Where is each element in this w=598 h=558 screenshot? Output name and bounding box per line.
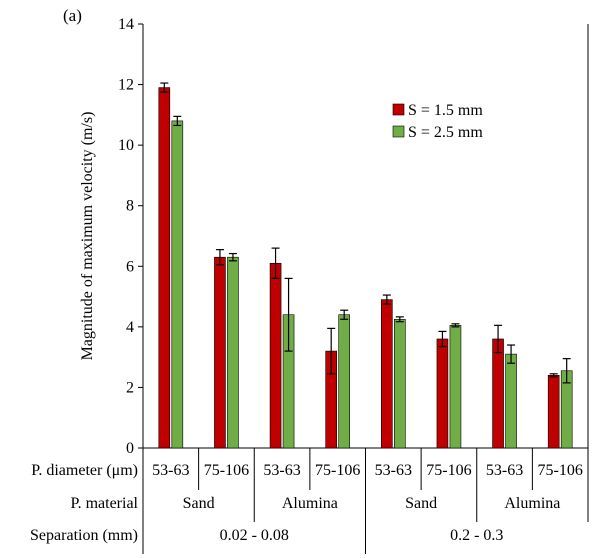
row-label-material: P. material: [70, 495, 138, 512]
error-bar: [562, 358, 571, 384]
x-tick-label: 53-63: [375, 462, 412, 479]
x-tick-label: 53-63: [152, 462, 189, 479]
bar-s1: [436, 338, 449, 449]
error-bar: [395, 316, 404, 323]
y-tick-label: 4: [126, 319, 134, 336]
error-bar: [284, 277, 293, 352]
bar-s2: [394, 318, 406, 449]
x-tick-label: 75-106: [426, 462, 471, 479]
error-bar: [327, 327, 336, 375]
x-tick-label: 75-106: [538, 462, 583, 479]
legend-label: S = 1.5 mm: [408, 102, 483, 119]
error-bar: [451, 323, 460, 328]
y-tick-label: 14: [118, 16, 134, 33]
y-tick-label: 8: [126, 198, 134, 215]
error-bar: [173, 115, 182, 127]
error-bar: [160, 82, 169, 93]
y-tick-label: 2: [126, 379, 134, 396]
legend: S = 1.5 mm S = 2.5 mm: [392, 102, 483, 141]
row-label-diameter: P. diameter (μm): [31, 462, 138, 479]
error-bar: [438, 330, 447, 348]
y-axis-label: Magnitude of maximum velocity (m/s): [79, 112, 96, 361]
y-tick-label: 6: [126, 258, 134, 275]
error-bar: [340, 309, 349, 320]
material-label: Sand: [405, 495, 437, 512]
material-label: Alumina: [282, 495, 338, 512]
x-tick-label: 53-63: [263, 462, 300, 479]
x-tick-label: 75-106: [315, 462, 360, 479]
category-table: P. diameter (μm) P. material Separation (m…: [30, 448, 589, 554]
y-tick-label: 0: [126, 440, 134, 457]
bar-s2: [171, 120, 184, 449]
legend-swatch: [392, 103, 405, 116]
material-label: Alumina: [504, 495, 560, 512]
y-tick-label: 10: [118, 137, 134, 154]
legend-swatch: [392, 125, 405, 138]
bar-s1: [214, 256, 226, 449]
plot-area: 0 2 4 6 8 10 12 14: [118, 16, 589, 457]
bar-s2: [338, 314, 350, 449]
bar-s1: [269, 262, 282, 449]
bar-s1: [381, 299, 393, 449]
bar-s2: [449, 325, 462, 449]
bar-s1: [492, 338, 504, 449]
panel-label: (a): [63, 6, 82, 25]
bar-s2: [505, 353, 517, 449]
bar-s1: [547, 375, 560, 449]
separation-label: 0.02 - 0.08: [220, 527, 289, 544]
error-bar: [382, 294, 391, 305]
row-label-separation: Separation (mm): [30, 527, 138, 544]
bar-s2: [227, 256, 239, 449]
x-tick-label: 53-63: [486, 462, 523, 479]
error-bar: [494, 324, 503, 354]
separation-label: 0.2 - 0.3: [450, 527, 503, 544]
y-tick-label: 12: [118, 77, 134, 94]
bar-s1: [158, 87, 171, 449]
error-bar: [549, 373, 558, 378]
error-bar: [215, 249, 224, 266]
error-bar: [271, 247, 280, 279]
legend-label: S = 2.5 mm: [408, 124, 483, 141]
error-bar: [507, 344, 516, 364]
error-bar: [228, 252, 237, 262]
x-tick-label: 75-106: [204, 462, 249, 479]
material-label: Sand: [183, 495, 215, 512]
